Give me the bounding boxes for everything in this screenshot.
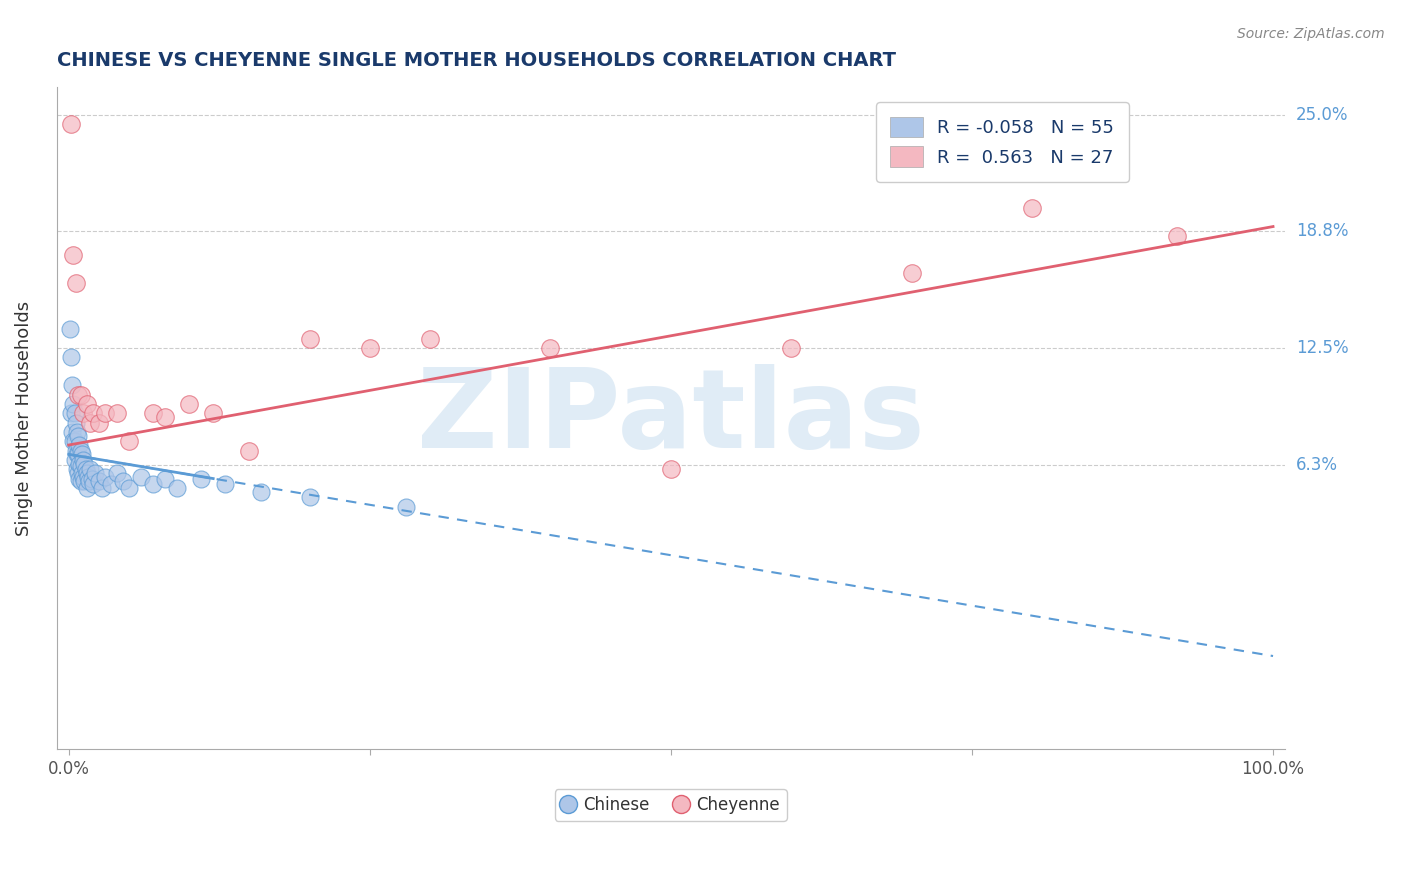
- Point: [73, 474, 96, 488]
- Point: [75, 462, 97, 476]
- Point: [359, 341, 381, 355]
- Point: [1166, 228, 1188, 243]
- Point: [100, 477, 122, 491]
- Point: [70, 466, 93, 480]
- Point: [62, 434, 84, 449]
- Point: [69, 438, 91, 452]
- Point: [69, 474, 91, 488]
- Point: [1021, 201, 1043, 215]
- Point: [153, 410, 176, 425]
- Point: [238, 443, 260, 458]
- Point: [214, 477, 236, 491]
- Point: [59, 322, 82, 336]
- Point: [177, 397, 200, 411]
- Point: [94, 469, 117, 483]
- Point: [142, 477, 165, 491]
- Point: [76, 466, 98, 480]
- Point: [66, 462, 89, 476]
- Point: [67, 428, 90, 442]
- Point: [87, 416, 110, 430]
- Point: [60, 117, 83, 131]
- Point: [67, 447, 90, 461]
- Point: [105, 466, 128, 480]
- Point: [69, 458, 91, 473]
- Point: [79, 462, 101, 476]
- Point: [900, 266, 922, 280]
- Point: [73, 457, 96, 471]
- Point: [69, 387, 91, 401]
- Point: [67, 387, 90, 401]
- Point: [62, 247, 84, 261]
- Text: ZIPatlas: ZIPatlas: [418, 365, 925, 472]
- Point: [166, 481, 188, 495]
- Point: [659, 462, 682, 476]
- Point: [70, 447, 93, 461]
- Point: [60, 351, 83, 365]
- Text: 6.3%: 6.3%: [1296, 456, 1339, 474]
- Text: 25.0%: 25.0%: [1296, 105, 1348, 123]
- Point: [77, 474, 100, 488]
- Point: [91, 481, 114, 495]
- Point: [76, 397, 98, 411]
- Point: [65, 276, 87, 290]
- Point: [65, 443, 87, 458]
- Y-axis label: Single Mother Households: Single Mother Households: [15, 301, 32, 535]
- Point: [69, 457, 91, 471]
- Point: [118, 434, 141, 449]
- Point: [69, 472, 91, 486]
- Point: [153, 472, 176, 486]
- Point: [72, 469, 94, 483]
- Point: [66, 425, 89, 439]
- Point: [118, 481, 141, 495]
- Legend: Chinese, Cheyenne: Chinese, Cheyenne: [555, 789, 787, 821]
- Text: Source: ZipAtlas.com: Source: ZipAtlas.com: [1237, 27, 1385, 41]
- Text: CHINESE VS CHEYENNE SINGLE MOTHER HOUSEHOLDS CORRELATION CHART: CHINESE VS CHEYENNE SINGLE MOTHER HOUSEH…: [56, 51, 896, 70]
- Point: [129, 469, 152, 483]
- Point: [60, 378, 83, 392]
- Point: [105, 406, 128, 420]
- Point: [76, 481, 98, 495]
- Point: [62, 397, 84, 411]
- Point: [69, 443, 91, 458]
- Point: [250, 484, 273, 499]
- Point: [395, 500, 418, 514]
- Point: [142, 406, 165, 420]
- Point: [63, 406, 86, 420]
- Point: [72, 406, 94, 420]
- Point: [72, 453, 94, 467]
- Point: [111, 474, 134, 488]
- Point: [79, 416, 101, 430]
- Point: [77, 469, 100, 483]
- Point: [298, 491, 321, 505]
- Point: [298, 332, 321, 346]
- Point: [87, 474, 110, 488]
- Point: [84, 466, 107, 480]
- Point: [82, 406, 104, 420]
- Point: [66, 447, 89, 461]
- Text: 12.5%: 12.5%: [1296, 339, 1348, 357]
- Point: [82, 477, 104, 491]
- Point: [65, 416, 87, 430]
- Point: [94, 406, 117, 420]
- Point: [60, 425, 83, 439]
- Point: [63, 453, 86, 467]
- Point: [419, 332, 441, 346]
- Point: [67, 466, 90, 480]
- Point: [202, 406, 225, 420]
- Point: [780, 341, 803, 355]
- Text: 18.8%: 18.8%: [1296, 222, 1348, 240]
- Point: [60, 406, 83, 420]
- Point: [538, 341, 561, 355]
- Point: [80, 472, 103, 486]
- Point: [190, 472, 212, 486]
- Point: [63, 434, 86, 449]
